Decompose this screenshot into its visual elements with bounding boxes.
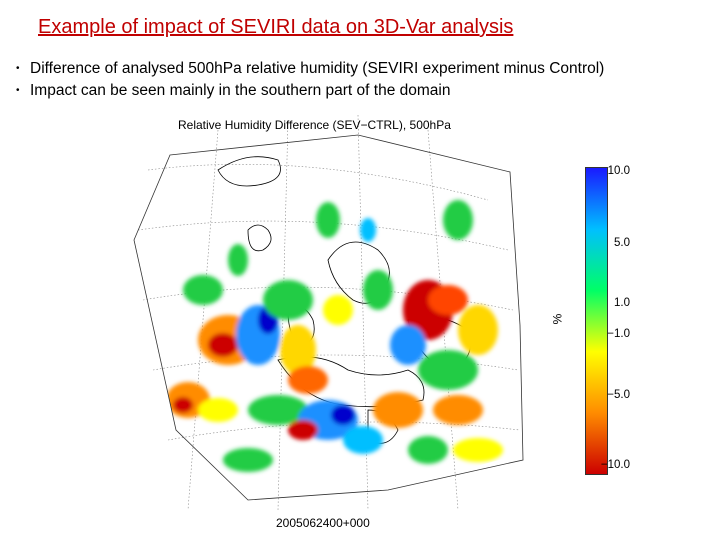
- colorbar-tick: 5.0: [614, 237, 630, 249]
- map-date-label: 2005062400+000: [276, 516, 370, 530]
- map-title: Relative Humidity Difference (SEV−CTRL),…: [178, 118, 451, 132]
- colorbar-tick: −5.0: [607, 389, 630, 401]
- bullet-item: • Difference of analysed 500hPa relative …: [16, 58, 604, 80]
- bullet-list: • Difference of analysed 500hPa relative …: [16, 58, 604, 102]
- colorbar-unit: %: [550, 313, 565, 325]
- bullet-item: • Impact can be seen mainly in the southe…: [16, 80, 604, 102]
- colorbar: [585, 167, 608, 475]
- colorbar-tick: 10.0: [607, 165, 630, 177]
- bullet-icon: •: [16, 85, 20, 97]
- colorbar-tick: −10.0: [600, 459, 630, 471]
- bullet-text: Difference of analysed 500hPa relative h…: [30, 60, 605, 78]
- slide-title: Example of impact of SEVIRI data on 3D-V…: [38, 16, 514, 38]
- bullet-icon: •: [16, 63, 20, 74]
- humidity-difference-map: [133, 114, 524, 511]
- domain-outline: [133, 134, 524, 501]
- difference-field: [166, 200, 503, 472]
- bullet-text: Impact can be seen mainly in the souther…: [30, 82, 451, 100]
- colorbar-tick: 1.0: [614, 297, 630, 309]
- colorbar-tick: −1.0: [607, 328, 630, 340]
